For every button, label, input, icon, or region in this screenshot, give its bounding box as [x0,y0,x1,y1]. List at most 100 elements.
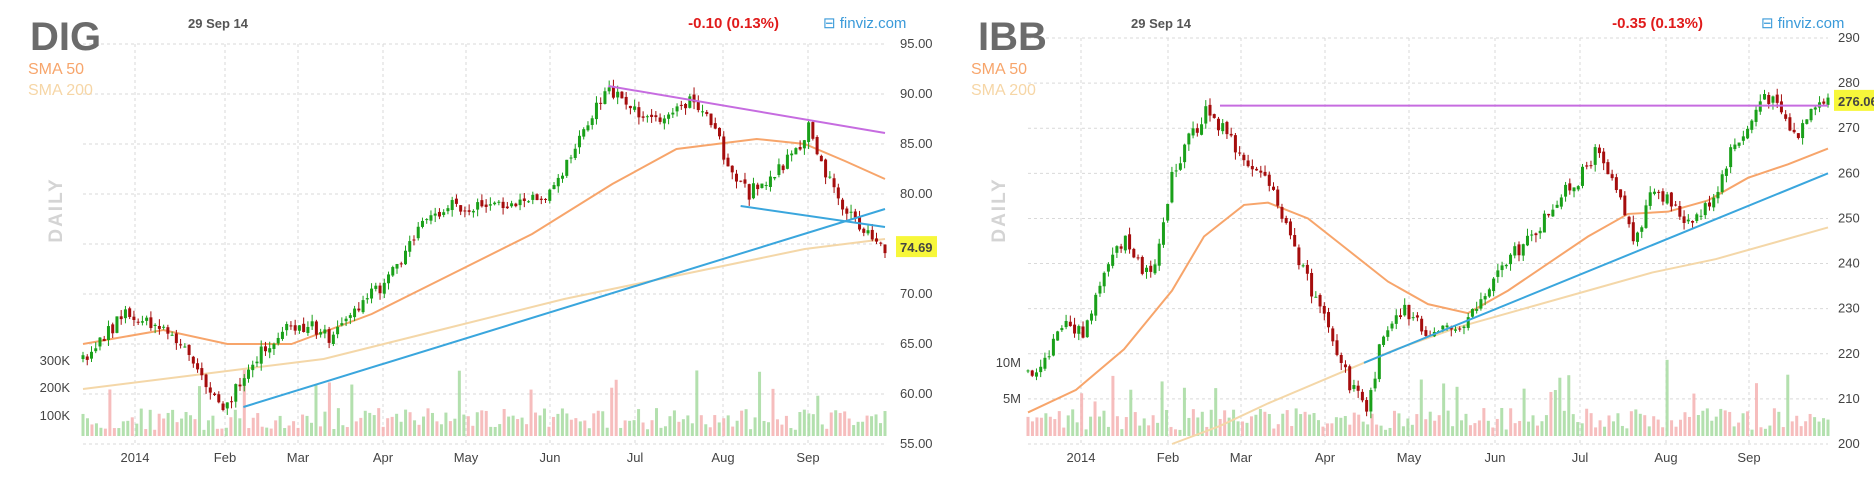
candle-body [174,333,178,344]
volume-bar [1750,429,1754,436]
volume-bar [1464,413,1468,436]
volume-bar [296,427,300,436]
x-tick-label: Jul [1572,450,1589,465]
candle-body [845,208,849,214]
volume-bar [103,428,107,436]
volume-bar [780,424,784,436]
last-price-tag [896,236,937,258]
candle-body [688,96,692,108]
candle-body [1691,220,1695,223]
volume-bar [574,418,578,436]
candle-body [1293,235,1297,247]
candle-body [1365,400,1369,412]
candle-body [191,356,195,364]
candle-body [319,332,323,335]
volume-bar [1178,429,1182,436]
volume-bar [1348,424,1352,436]
candle-body [1369,390,1373,412]
volume-bar [614,379,618,436]
candle-body [255,361,259,364]
candle-body [81,355,85,360]
volume-bar [1124,417,1128,436]
candle-body [790,153,794,156]
volume-bar [1518,420,1522,436]
volume-bar [81,413,85,436]
candle-body [1322,305,1326,314]
y-tick-label: 280 [1838,75,1860,90]
volume-bar [157,413,161,436]
candles [1026,88,1830,419]
volume-bar [269,428,273,436]
candle-body [395,264,399,269]
volume-bar [323,411,327,436]
y-tick-label: 210 [1838,391,1860,406]
volume-bar [1607,415,1611,436]
volume-bar [1165,409,1169,436]
candle-body [739,180,743,182]
candle-body [1094,294,1098,316]
candle-body [1352,385,1356,389]
volume-bar [1746,411,1750,436]
candle-body [149,317,153,328]
candle-body [577,135,581,148]
candle-body [730,165,734,173]
volume-bar [1589,413,1593,436]
volume-bar [1303,411,1307,436]
candle-body [1614,177,1618,191]
candle-body [1754,109,1758,122]
candle-body [1551,209,1555,217]
candle-body [463,210,467,212]
volume-bar [112,428,116,436]
candle-body [1386,330,1390,337]
candle-body [1771,96,1775,103]
candle-body [1716,191,1720,199]
candle-body [1555,204,1559,208]
candle-body [1547,213,1551,216]
volume-bar [484,410,488,436]
volume-bar [798,412,802,436]
volume-bar [1625,428,1629,436]
candle-body [1483,296,1487,300]
candle-body [705,111,709,115]
candle-body [1153,264,1157,274]
candle-body [1775,94,1779,103]
volume-bar [480,410,484,436]
volume-bar [816,395,820,436]
candle-body [751,183,755,199]
volume-bar [1719,408,1723,436]
candle-body [1475,309,1479,311]
candle-body [1805,119,1809,124]
volume-bar [189,415,193,436]
candle-body [179,344,183,346]
candle-body [1238,152,1242,154]
candle-body [1343,364,1347,368]
volume-bar [654,408,658,436]
volume-bar [856,421,860,436]
candle-body [1077,326,1081,334]
volume-bar [399,421,403,436]
candle-body [1229,133,1233,136]
volume-bar [439,424,443,436]
volume-bar [1312,413,1316,436]
volume-bar [1263,411,1267,436]
volume-bar [551,416,555,436]
candle-body [94,348,98,352]
volume-bar [1281,413,1285,436]
volume-bar [444,412,448,436]
candle-body [1564,184,1568,197]
candle-body [548,189,552,201]
volume-bar [336,408,340,436]
candle-body [1250,166,1254,170]
volume-bar [1634,409,1638,436]
volume-bar [1129,389,1133,436]
candle-body [1221,123,1225,132]
candle-body [1682,216,1686,223]
candle-body [370,288,374,299]
candle-body [645,116,649,118]
volume-bar [1428,411,1432,436]
candle-body [832,178,836,188]
volume-bar [1477,420,1481,436]
volume-bar [870,416,874,436]
candle-body [679,104,683,106]
candle-body [1686,219,1690,222]
